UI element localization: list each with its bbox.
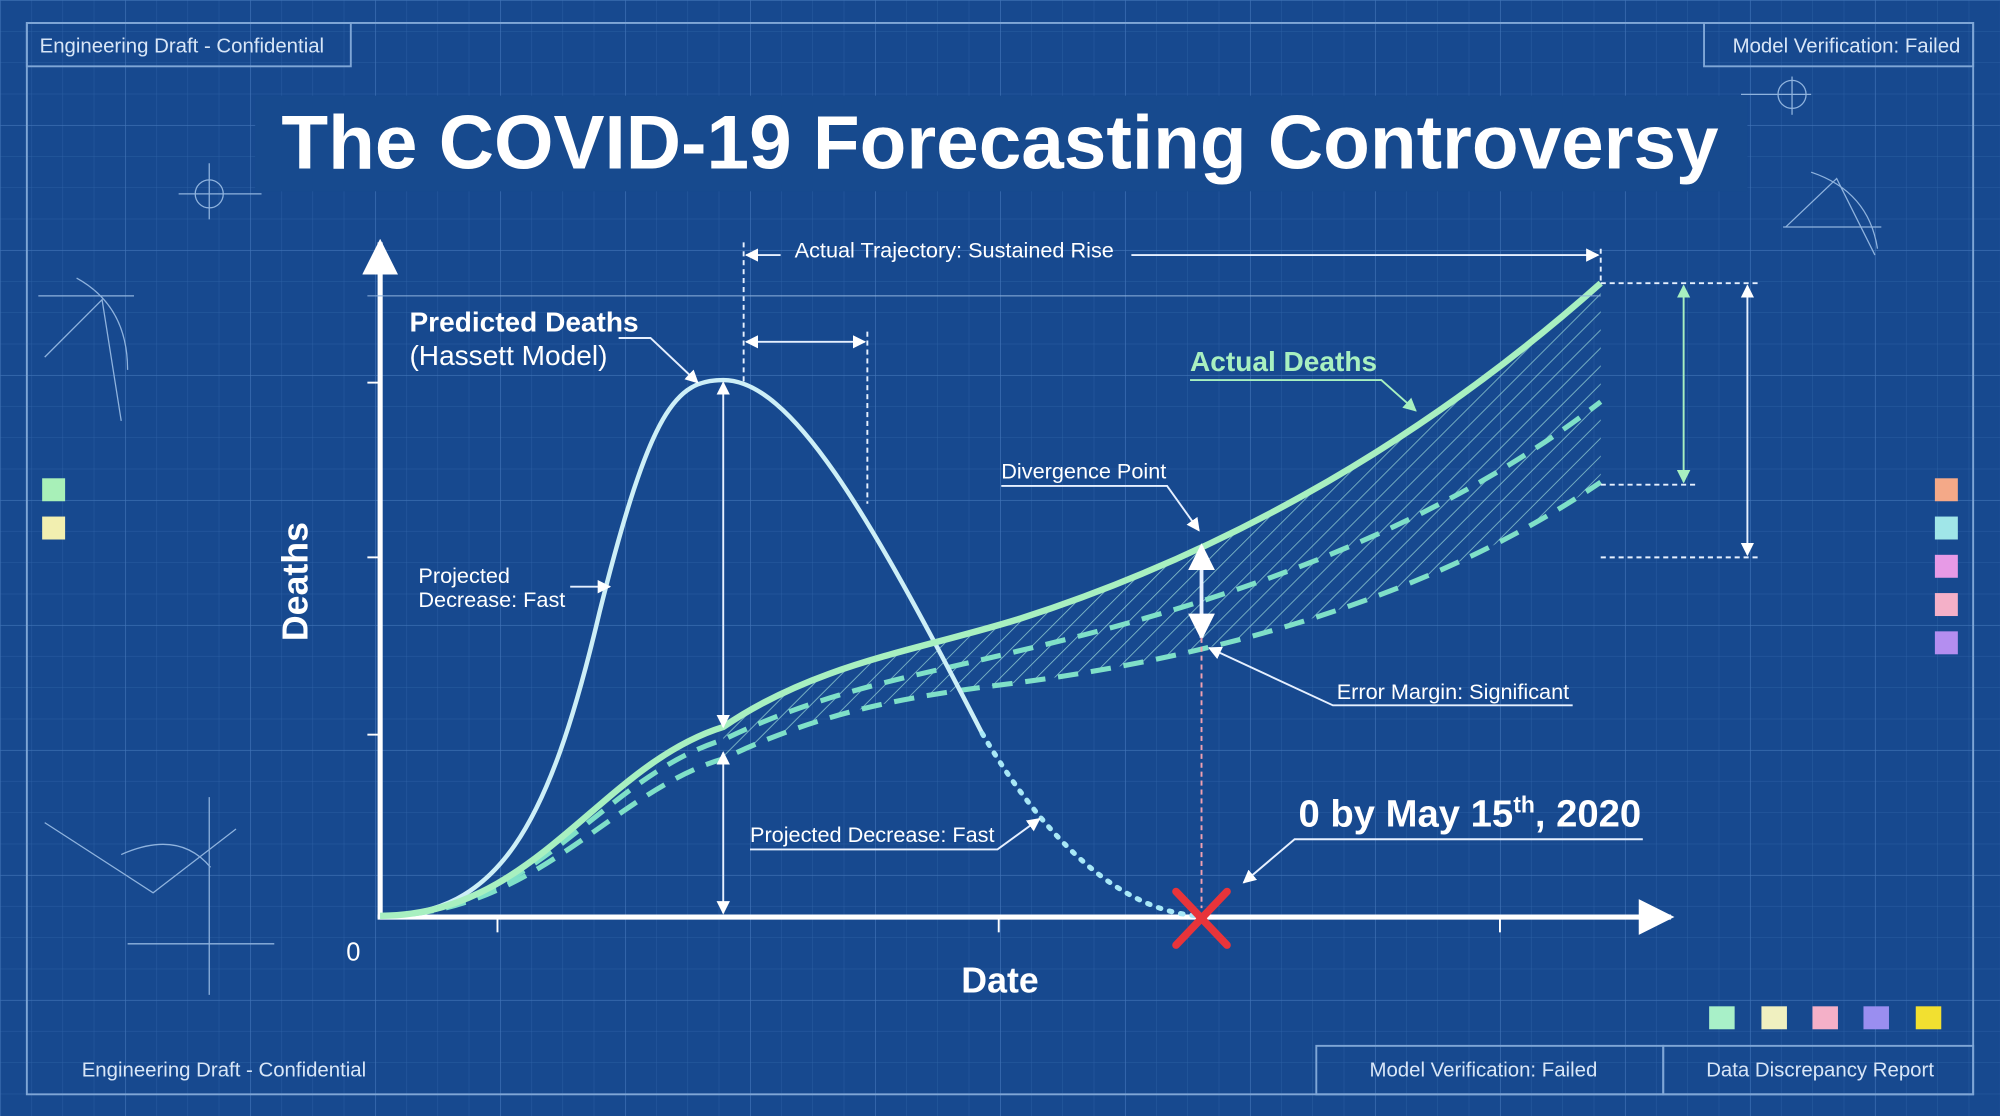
annotation: Decrease: Fast xyxy=(418,587,565,612)
annotation: Error Margin: Significant xyxy=(1337,679,1569,704)
actual-curve xyxy=(380,280,1603,919)
header-left: Engineering Draft - Confidential xyxy=(40,35,325,57)
swatches xyxy=(42,478,1958,1030)
x-axis-label: Date xyxy=(961,960,1038,1000)
annotation: (Hassett Model) xyxy=(409,340,607,371)
title-backdrop xyxy=(255,95,1748,192)
leader xyxy=(750,818,1041,851)
annotation-claim: 0 by May 15th, 2020 xyxy=(1298,791,1641,835)
annotation: Divergence Point xyxy=(1001,458,1166,483)
leader xyxy=(1001,484,1200,532)
header-right: Model Verification: Failed xyxy=(1733,35,1961,57)
axis-ticks xyxy=(367,381,1501,933)
header-box xyxy=(1703,22,1975,68)
sketches xyxy=(38,76,1882,995)
leader xyxy=(618,337,699,384)
annotation: Projected Decrease: Fast xyxy=(750,822,995,847)
footer-left: Engineering Draft - Confidential xyxy=(82,1059,367,1081)
title: The COVID-19 Forecasting Controversy xyxy=(281,100,1719,185)
y-axis-label: Deaths xyxy=(275,522,315,641)
footer-box xyxy=(1662,1044,1975,1096)
claim-main: 0 by May 15 xyxy=(1298,792,1513,835)
dimension-lines xyxy=(367,242,1761,915)
header-box xyxy=(25,22,352,68)
origin-label: 0 xyxy=(346,938,360,966)
annotation: Projected xyxy=(418,563,510,588)
error-area xyxy=(723,283,1601,759)
border xyxy=(25,22,1975,1096)
annotation: Actual Deaths xyxy=(1190,346,1377,377)
claim-tail: , 2020 xyxy=(1535,792,1641,835)
footer-right: Data Discrepancy Report xyxy=(1706,1059,1934,1081)
zero-marker xyxy=(1172,887,1231,949)
leader xyxy=(1190,379,1417,412)
forecast-dashed xyxy=(380,399,1603,919)
forecast-dashed xyxy=(380,480,1603,919)
claim-sup: th xyxy=(1513,791,1535,817)
predicted-tail xyxy=(979,730,1202,919)
footer-middle: Model Verification: Failed xyxy=(1369,1059,1597,1081)
leader xyxy=(1242,838,1643,884)
predicted-curve xyxy=(380,377,985,918)
annotation: Predicted Deaths xyxy=(409,307,638,338)
annotation: Actual Trajectory: Sustained Rise xyxy=(795,238,1114,263)
leader xyxy=(1207,646,1573,707)
